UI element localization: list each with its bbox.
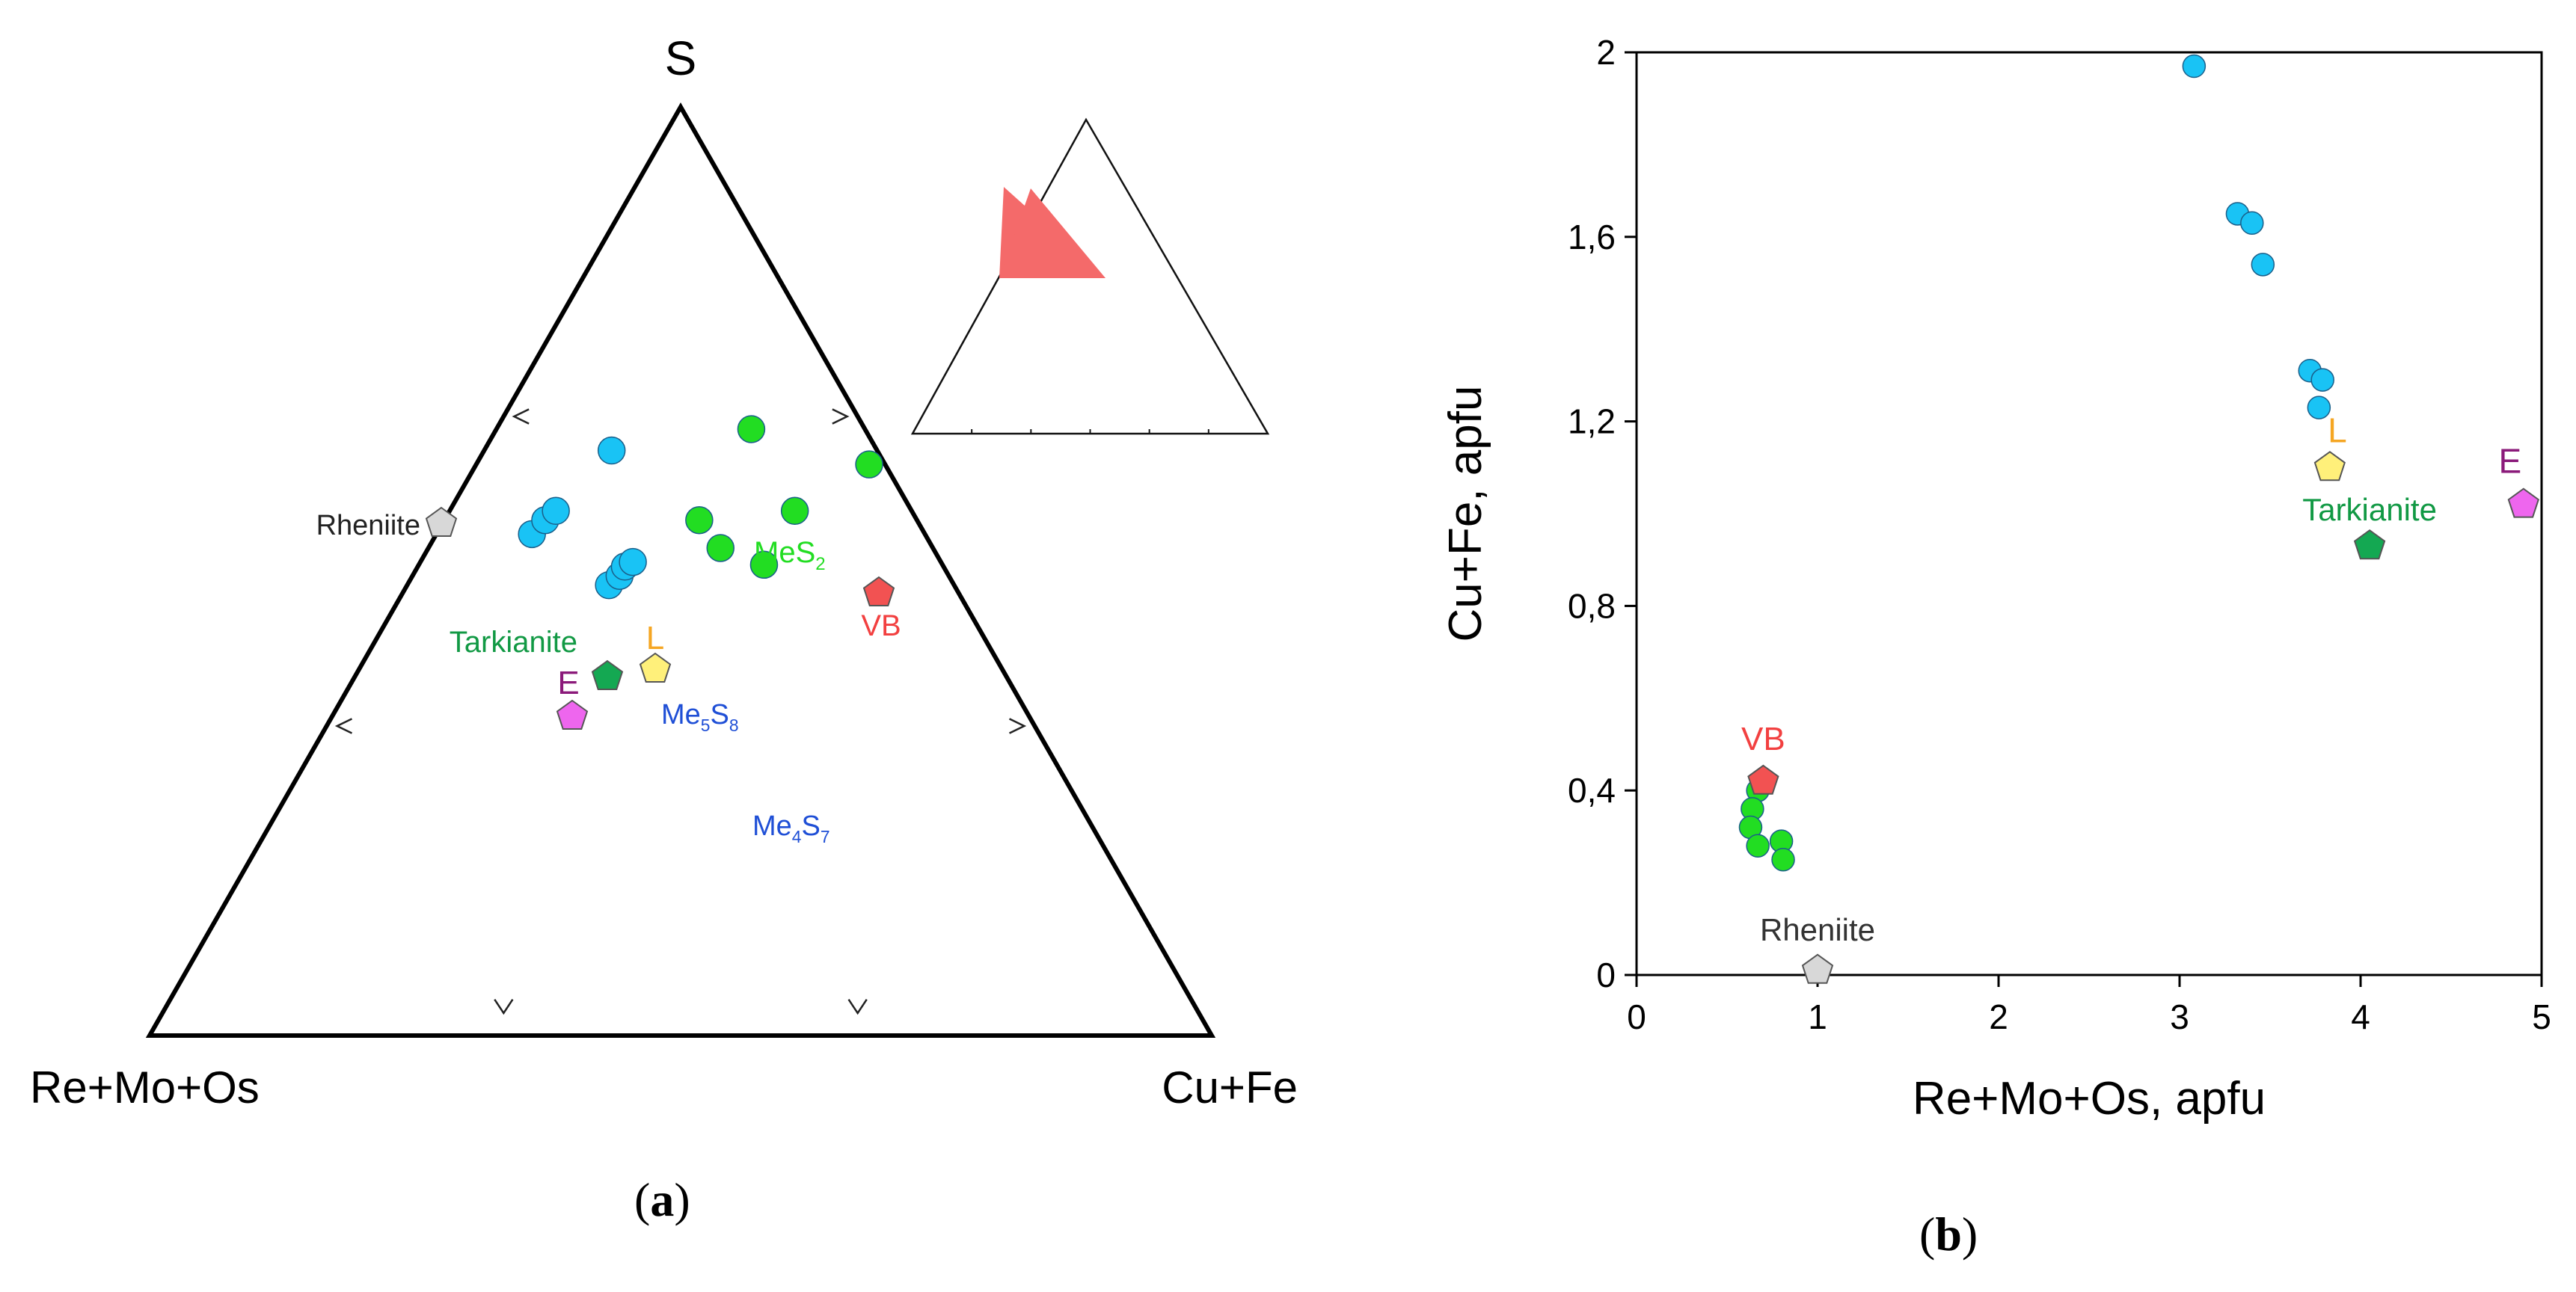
scatter-point-mes2 [1746, 834, 1770, 858]
scatter-label-vb: VB [1741, 721, 1785, 757]
ternary-label-l: L [646, 620, 664, 656]
ternary-ref-e [556, 699, 589, 730]
scatter-ref-l [2313, 451, 2346, 482]
ternary-ref-l [639, 652, 672, 683]
x-tick-label: 0 [1627, 997, 1646, 1036]
ternary-label-tarkianite: Tarkianite [450, 626, 577, 659]
ternary-label-e: E [557, 665, 579, 701]
scatter-ref-vb [1747, 764, 1779, 795]
y-tick-label: 0 [1596, 956, 1616, 994]
y-tick-label: 2 [1596, 33, 1616, 72]
scatter-ref-e [2507, 487, 2539, 518]
panel-label-b: (b) [1919, 1208, 1978, 1261]
ternary-chart: S Re+Mo+Os Cu+Fe Rheniite VB Tarkianite L E MeS2… [30, 31, 1298, 1113]
ternary-tick-right-2 [832, 408, 850, 425]
vertex-label-left: Re+Mo+Os [30, 1062, 260, 1113]
x-axis-label: Re+Mo+Os, apfu [1913, 1073, 2266, 1125]
ternary-point-mes2 [685, 505, 714, 535]
x-tick-label: 4 [2351, 997, 2370, 1036]
scatter-ref-tarkianite [2353, 529, 2386, 560]
ternary-tick-bottom-1 [494, 999, 514, 1015]
x-tick-label: 1 [1808, 997, 1827, 1036]
x-tick-label: 2 [1989, 997, 2008, 1036]
ternary-point-mes2 [737, 415, 766, 443]
inset-highlight-region [999, 188, 1105, 278]
ternary-label-mes2: MeS2 [754, 536, 826, 574]
scatter-ref-rheniite [1801, 953, 1834, 984]
ternary-label-vb: VB [861, 609, 901, 642]
ternary-point-mes2 [855, 450, 883, 479]
scatter-point-me5s8-me4s7 [2182, 54, 2207, 79]
ternary-point-me5s8 [619, 547, 647, 576]
ternary-tick-bottom-2 [847, 999, 868, 1015]
ternary-point-mes2 [749, 550, 779, 579]
y-tick-label: 1,6 [1568, 218, 1616, 256]
scatter-label-e: E [2498, 442, 2521, 481]
ternary-tick-right-1 [1008, 718, 1027, 734]
ternary-ref-rheniite [425, 506, 458, 537]
scatter-label-rheniite: Rheniite [1760, 912, 1875, 947]
ternary-frame [145, 102, 1216, 1038]
ternary-tick-left-2 [512, 408, 530, 425]
ternary-tick-left-1 [334, 718, 353, 734]
plot-frame [1635, 51, 2543, 976]
ternary-point-mes2 [780, 496, 809, 526]
ternary-point-me4s7 [597, 436, 626, 465]
ternary-label-me4s7: Me4S7 [752, 810, 830, 846]
x-tick-label: 3 [2170, 997, 2189, 1036]
ternary-point-me4s7 [542, 496, 570, 526]
vertex-label-right: Cu+Fe [1162, 1062, 1298, 1113]
x-tick-label: 5 [2532, 997, 2551, 1036]
ternary-ref-vb [862, 576, 895, 606]
y-axis-label: Cu+Fe, apfu [1440, 386, 1491, 642]
ternary-label-rheniite: Rheniite [316, 510, 420, 541]
scatter-point-me5s8-me4s7 [2251, 253, 2275, 277]
scatter-label-l: L [2328, 410, 2347, 449]
y-tick-label: 0,8 [1568, 586, 1616, 625]
scatter-point-me5s8-me4s7 [2310, 368, 2334, 392]
panel-label-a: (a) [634, 1173, 690, 1226]
scatter-point-me5s8-me4s7 [2307, 396, 2331, 419]
scatter-chart: 0 1 2 3 4 5 0 0,4 0,8 1,2 1,6 2 Re+Mo+Os, apfu Cu+Fe,… [1440, 33, 2551, 1125]
ternary-ref-tarkianite [591, 659, 624, 690]
vertex-label-top: S [665, 31, 697, 85]
scatter-label-tarkianite: Tarkianite [2302, 492, 2437, 527]
scatter-point-mes2 [1771, 848, 1795, 872]
y-tick-label: 1,2 [1568, 402, 1616, 441]
scatter-point-me5s8-me4s7 [2240, 211, 2264, 236]
ternary-label-me5s8: Me5S8 [661, 699, 739, 735]
ternary-point-mes2 [706, 534, 735, 562]
y-tick-label: 0,4 [1568, 771, 1616, 810]
